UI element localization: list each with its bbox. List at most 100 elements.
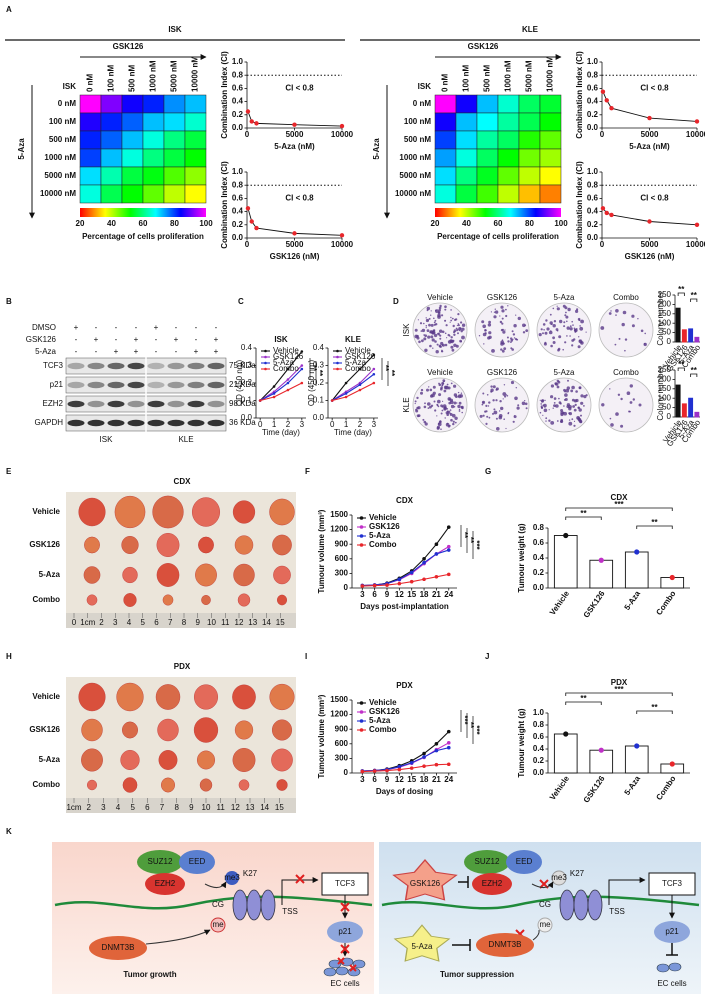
legend-marker xyxy=(359,543,364,547)
row-label: 500 nM xyxy=(404,135,431,144)
y-axis-title: Tumour volume (mm³) xyxy=(317,509,326,593)
colony-dot xyxy=(433,321,436,324)
blot-band xyxy=(147,400,165,408)
significance-label: ** xyxy=(466,537,475,544)
point xyxy=(300,381,304,385)
diagram-label: me3 xyxy=(224,873,240,882)
bar xyxy=(553,535,578,589)
diagram-label: K27 xyxy=(570,869,585,878)
colony-dot xyxy=(585,331,587,333)
point xyxy=(286,388,290,392)
x-tick-label: GSK126 xyxy=(582,774,607,805)
colony-dot xyxy=(445,324,448,327)
colony-dot xyxy=(432,347,434,349)
point xyxy=(604,210,609,216)
tumour xyxy=(232,684,256,710)
y-tick-label: 200 xyxy=(658,300,672,309)
colony-dot xyxy=(444,332,447,335)
heat-cell xyxy=(142,184,165,204)
colony-dot xyxy=(423,420,427,424)
colorbar-tick-label: 80 xyxy=(525,219,534,228)
y-tick-label: 0.8 xyxy=(533,720,545,729)
point xyxy=(446,544,451,549)
legend-marker xyxy=(359,728,364,732)
blot-band xyxy=(187,362,205,370)
treatment-sign: + xyxy=(94,335,99,344)
tumour xyxy=(122,777,138,793)
cell-line-label: KLE xyxy=(178,435,193,444)
colony-dot xyxy=(436,415,438,417)
colony-dot xyxy=(548,330,553,335)
colony-dot xyxy=(550,384,555,388)
heat-cell xyxy=(184,148,207,168)
colony-dot xyxy=(440,386,443,390)
heat-cell xyxy=(518,112,541,132)
row-label: 0 nM xyxy=(413,99,432,108)
blot-band xyxy=(127,400,145,408)
colony-dot xyxy=(544,331,548,335)
x-tick-label: 5000 xyxy=(641,130,659,139)
y-axis-title: Tumour weight (g) xyxy=(517,708,526,778)
colony-dot xyxy=(610,423,614,427)
heat-cell xyxy=(455,130,478,150)
colony-dot xyxy=(522,323,526,328)
point xyxy=(245,206,251,211)
colony-dot xyxy=(558,397,560,400)
colony-dot xyxy=(579,326,584,331)
heat-cell xyxy=(121,112,144,132)
row-label: 100 nM xyxy=(404,117,431,126)
point xyxy=(254,225,259,231)
colony-dot xyxy=(553,320,557,323)
significance-label: ** xyxy=(678,285,685,294)
colony-dot xyxy=(525,329,529,332)
colony-dot xyxy=(484,410,487,413)
point xyxy=(372,372,376,376)
point xyxy=(647,219,652,224)
colony-dot xyxy=(583,395,587,399)
colony-dot xyxy=(567,379,569,382)
treatment-sign: - xyxy=(195,335,198,344)
point xyxy=(286,378,290,381)
y-tick-label: 100 xyxy=(658,393,672,402)
ruler-label: 8 xyxy=(182,618,187,627)
colony-dot xyxy=(513,324,517,328)
blot-band xyxy=(127,362,145,370)
photo-title: PDX xyxy=(174,662,191,671)
colony-dot xyxy=(580,414,582,417)
colony-dot xyxy=(563,405,565,407)
point xyxy=(258,399,262,402)
point xyxy=(600,206,606,211)
colony-dot xyxy=(524,402,528,406)
ruler-label: 3 xyxy=(101,803,106,812)
heat-cell xyxy=(163,94,186,114)
colony-dot xyxy=(513,337,516,339)
row-label: 5000 nM xyxy=(44,171,76,180)
y-tick-label: 900 xyxy=(335,724,349,733)
significance-bracket xyxy=(677,367,685,371)
colony-dot xyxy=(442,400,444,402)
colony-dot xyxy=(416,414,420,418)
colony-dot xyxy=(430,323,434,327)
legend-label: Vehicle xyxy=(369,698,397,707)
y-tick-label: 0.4 xyxy=(232,207,244,216)
legend-marker xyxy=(359,534,364,538)
colony-dot xyxy=(546,327,550,331)
point xyxy=(422,755,426,759)
colony-dot xyxy=(507,412,510,414)
colony-dot xyxy=(437,313,441,318)
colony-dot xyxy=(440,428,442,431)
significance-label: ** xyxy=(691,366,698,375)
diagram-label: Tumor suppression xyxy=(440,970,514,979)
section-header: KLE xyxy=(522,25,539,34)
significance-label: ** xyxy=(466,722,475,729)
heat-cell xyxy=(142,148,165,168)
mean-marker xyxy=(634,549,640,555)
point xyxy=(409,766,414,770)
colony-dot xyxy=(439,329,443,333)
colony-dot xyxy=(499,320,503,324)
colony-dot xyxy=(501,339,504,342)
heat-cell xyxy=(434,130,457,150)
colony-dot xyxy=(615,314,617,316)
colorbar-tick-label: 40 xyxy=(462,219,471,228)
column-label: 100 nM xyxy=(462,65,471,92)
